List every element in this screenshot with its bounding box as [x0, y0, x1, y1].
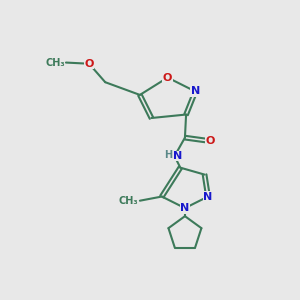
Text: N: N: [180, 203, 190, 213]
Text: N: N: [191, 86, 200, 96]
Text: N: N: [173, 151, 183, 161]
Text: H: H: [164, 150, 172, 161]
Text: O: O: [163, 73, 172, 82]
Text: N: N: [203, 191, 213, 202]
Text: CH₃: CH₃: [45, 58, 65, 68]
Text: CH₃: CH₃: [118, 196, 138, 206]
Text: O: O: [84, 59, 94, 69]
Text: O: O: [206, 136, 215, 146]
